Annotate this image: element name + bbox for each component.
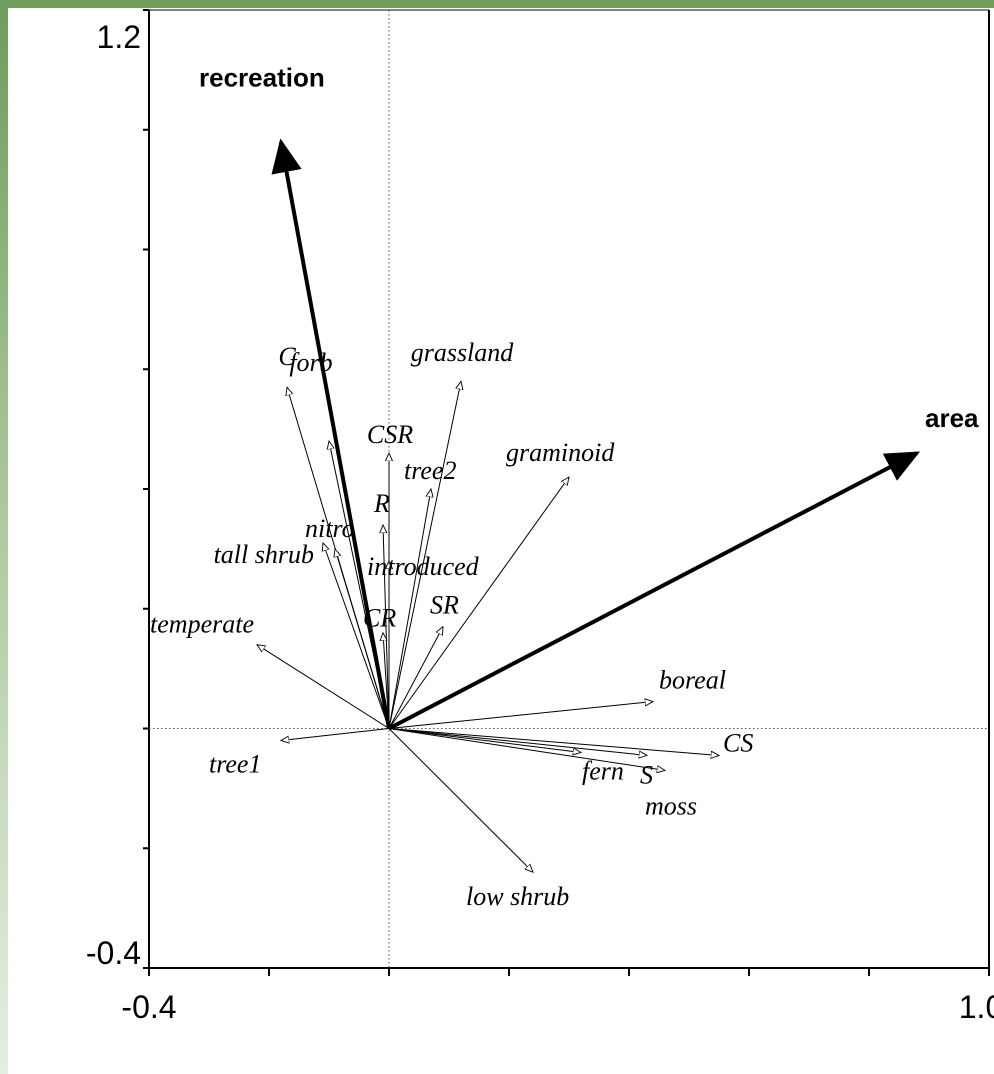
axes: -0.4 1.0 1.2 -0.4 — [86, 9, 994, 1025]
species-arrow-graminoid — [388, 477, 569, 729]
x-tick-label-max: 1.0 — [959, 989, 994, 1025]
y-tick-label-max: 1.2 — [97, 19, 141, 55]
species-arrow-boreal — [388, 702, 653, 729]
species-label-graminoid: graminoid — [506, 438, 615, 467]
species-arrow-temperate — [257, 645, 390, 729]
species-arrow-tree2 — [388, 489, 431, 729]
biplot-svg: -0.41.01.2-0.4 CforbgrasslandCSRtree2gra… — [86, 9, 994, 1025]
x-tick-label-min: -0.4 — [121, 989, 176, 1025]
species-arrow-s — [388, 728, 647, 756]
species-label-r: R — [373, 489, 390, 518]
species-arrow-sr — [388, 627, 443, 729]
species-arrow-grassland — [388, 381, 461, 729]
species-label-tall-shrub: tall shrub — [214, 540, 314, 569]
species-arrow-nitro — [335, 549, 390, 729]
species-arrow-cs — [388, 728, 719, 756]
env-label-recreation: recreation — [199, 63, 325, 93]
env-arrow-area — [388, 451, 921, 731]
y-tick-label-min: -0.4 — [86, 935, 141, 971]
env-arrow-recreation — [271, 138, 391, 729]
species-arrow-fern — [388, 728, 581, 753]
species-label-temperate: temperate — [150, 610, 254, 639]
species-label-forb: forb — [289, 348, 332, 377]
ordination-biplot: -0.41.01.2-0.4 CforbgrasslandCSRtree2gra… — [8, 8, 994, 1074]
environmental-arrows: recreation area — [199, 63, 979, 731]
species-label-low-shrub: low shrub — [466, 882, 569, 911]
species-label-tree2: tree2 — [404, 456, 456, 485]
species-label-cs: CS — [723, 728, 753, 757]
species-arrow-tall-shrub — [323, 543, 390, 729]
species-label-sr: SR — [430, 591, 459, 620]
species-label-csr: CSR — [367, 420, 413, 449]
species-arrow-r — [383, 525, 390, 729]
species-arrow-tree1 — [281, 728, 390, 741]
species-label-moss: moss — [645, 791, 697, 820]
species-arrow-low-shrub — [388, 728, 533, 873]
species-label-grassland: grassland — [411, 338, 515, 367]
species-label-c: C — [278, 342, 296, 371]
species-arrow-moss — [388, 728, 665, 771]
species-label-s: S — [640, 760, 653, 789]
species-label-introduced: introduced — [367, 552, 480, 581]
env-label-area: area — [925, 403, 979, 433]
species-label-nitro: nitro — [305, 514, 355, 543]
species-label-tree1: tree1 — [209, 749, 261, 778]
species-label-boreal: boreal — [659, 666, 726, 695]
